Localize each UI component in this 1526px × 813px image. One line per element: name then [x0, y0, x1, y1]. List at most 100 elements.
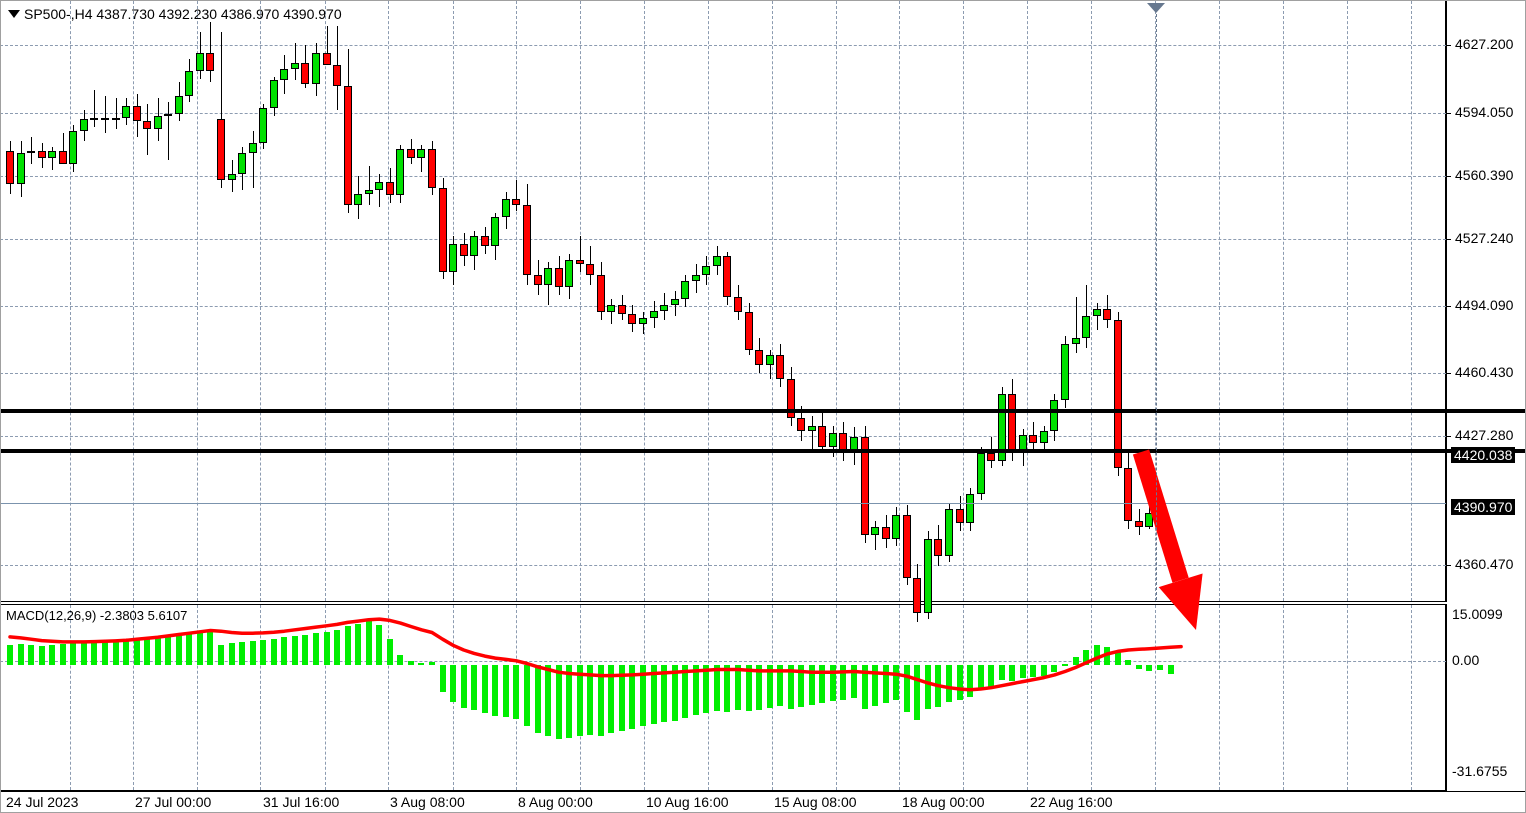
vertical-gridline [708, 1, 709, 601]
time-axis-label: 18 Aug 00:00 [902, 794, 985, 810]
resistance-level-line[interactable] [0, 409, 1526, 413]
macd-histogram-bar [555, 665, 562, 740]
triangle-down-icon[interactable] [8, 10, 20, 18]
candle-wick [253, 131, 254, 188]
macd-histogram-bar [1104, 646, 1111, 666]
time-axis[interactable] [0, 791, 1526, 813]
macd-histogram-bar [998, 665, 1005, 680]
vertical-gridline [388, 605, 389, 790]
candle-body [417, 148, 426, 159]
candle-body [1008, 394, 1017, 453]
macd-histogram-bar [1030, 665, 1037, 677]
candle-body [396, 148, 405, 196]
candle-body [944, 509, 953, 557]
macd-histogram-bar [281, 637, 288, 666]
candle-body [807, 425, 816, 432]
macd-histogram-bar [17, 643, 24, 666]
macd-histogram-bar [418, 663, 425, 666]
candle-body [16, 152, 25, 184]
candle-body [660, 304, 669, 311]
candle-body [860, 437, 869, 535]
support-level-line[interactable] [0, 449, 1526, 453]
vertical-gridline [1219, 1, 1220, 601]
vertical-gridline [388, 1, 389, 601]
vertical-gridline [1027, 1, 1028, 601]
macd-histogram-bar [576, 665, 583, 737]
macd-histogram-bar [597, 665, 604, 737]
macd-histogram-bar [133, 639, 140, 666]
vertical-gridline [325, 605, 326, 790]
candle-body [1113, 320, 1122, 469]
candle-body [27, 150, 36, 153]
candle-body [111, 117, 120, 120]
candle-body [6, 150, 14, 184]
vertical-gridline [260, 605, 261, 790]
macd-histogram-bar [38, 645, 45, 666]
price-axis-current-label: 4420.038 [1451, 447, 1516, 463]
macd-histogram-bar [28, 645, 35, 666]
vertical-gridline [836, 1, 837, 601]
page-title: SP500-,H4 4387.730 4392.230 4386.970 439… [24, 6, 342, 22]
candle-wick [327, 25, 328, 65]
candle-body [428, 148, 436, 188]
macd-histogram-bar [703, 665, 710, 714]
candle-body [533, 275, 542, 286]
candle-body [512, 199, 521, 206]
candle-wick [369, 166, 370, 206]
candle-body [1039, 431, 1048, 444]
vertical-gridline [1411, 1, 1412, 601]
macd-histogram-bar [334, 629, 341, 666]
macd-histogram-bar [302, 634, 309, 666]
macd-histogram-bar [650, 665, 657, 724]
macd-histogram-bar [323, 631, 330, 666]
macd-histogram-bar [175, 635, 182, 666]
time-axis-label: 8 Aug 00:00 [518, 794, 593, 810]
macd-histogram-bar [481, 665, 488, 714]
price-axis-tick [1446, 306, 1451, 307]
candle-body [765, 355, 774, 366]
vertical-gridline [453, 1, 454, 601]
macd-histogram-bar [566, 665, 573, 739]
vertical-gridline [1347, 605, 1348, 790]
candle-body [195, 53, 204, 71]
vertical-gridline [325, 1, 326, 601]
macd-histogram-bar [502, 665, 509, 718]
macd-histogram-bar [228, 643, 235, 666]
macd-histogram-bar [1135, 665, 1142, 669]
price-axis[interactable] [1446, 0, 1526, 602]
time-axis-label: 27 Jul 00:00 [135, 794, 212, 810]
macd-indicator-pane[interactable] [0, 604, 1446, 791]
candle-body [639, 318, 647, 325]
candle-body [217, 119, 225, 180]
macd-value-axis[interactable] [1446, 604, 1526, 791]
macd-histogram-bar [1072, 657, 1079, 666]
candle-body [248, 142, 257, 153]
macd-histogram-bar [945, 665, 952, 703]
candle-body [470, 236, 479, 256]
macd-histogram-bar [1019, 665, 1026, 679]
candle-body [1124, 468, 1133, 522]
time-cursor-marker[interactable] [1147, 3, 1165, 13]
macd-histogram-bar [513, 665, 520, 719]
candle-body [301, 62, 310, 85]
price-axis-label: 4360.470 [1455, 556, 1514, 572]
macd-histogram-bar [808, 665, 815, 706]
candle-wick [210, 21, 211, 83]
vertical-gridline [1091, 605, 1092, 790]
candle-wick [379, 174, 380, 208]
candle-wick [116, 98, 117, 130]
macd-indicator-label: MACD(12,26,9) -2.3803 5.6107 [6, 608, 188, 623]
candle-body [164, 113, 173, 116]
macd-histogram-bar [713, 665, 720, 712]
candle-body [1092, 308, 1101, 317]
price-chart-pane[interactable] [0, 0, 1446, 602]
vertical-gridline [1027, 605, 1028, 790]
macd-histogram-bar [492, 665, 499, 716]
macd-histogram-bar [365, 621, 372, 666]
vertical-gridline [70, 605, 71, 790]
macd-histogram-bar [186, 633, 193, 666]
time-axis-label: 31 Jul 16:00 [263, 794, 340, 810]
macd-histogram-bar [91, 641, 98, 666]
macd-histogram-bar [1040, 665, 1047, 676]
